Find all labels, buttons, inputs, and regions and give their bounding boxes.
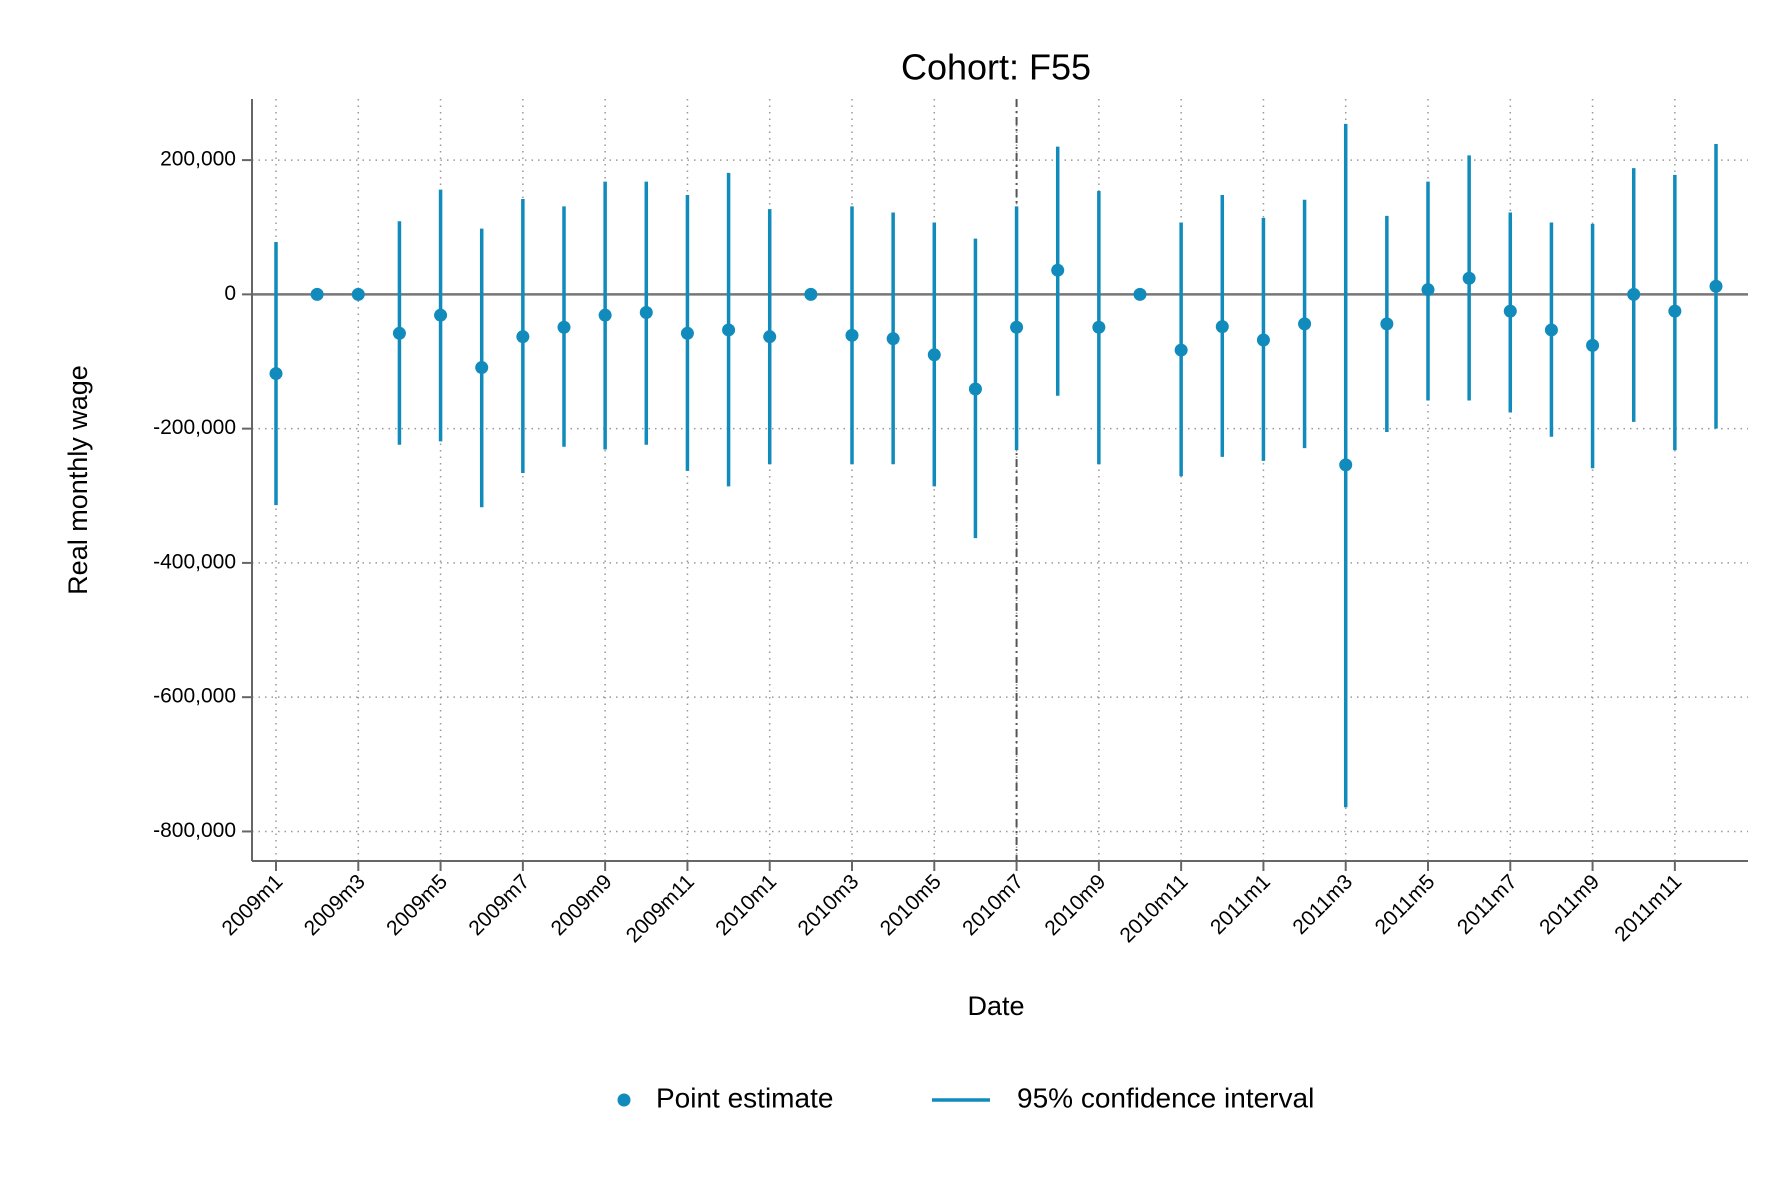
legend-label: 95% confidence interval [1017,1082,1314,1113]
point [639,305,653,319]
point [269,367,283,381]
chart-title: Cohort: F55 [901,47,1091,88]
y-tick-label: -800,000 [153,819,236,842]
point [1339,458,1353,472]
x-tick-label: 2011m3 [1288,870,1357,939]
point [1709,279,1723,293]
point [1668,304,1682,318]
point [1256,333,1270,347]
point [845,328,859,342]
x-tick-label: 2011m1 [1206,870,1275,939]
point [1544,323,1558,337]
x-tick-label: 2010m3 [794,870,864,940]
point [1380,317,1394,331]
legend-label: Point estimate [656,1082,833,1113]
point [475,361,489,375]
point [1215,320,1229,334]
point [351,287,365,301]
point [927,348,941,362]
point [968,382,982,396]
x-tick-label: 2010m1 [711,870,781,940]
point [763,330,777,344]
point [1627,287,1641,301]
y-tick-label: -400,000 [153,550,236,573]
point [1174,343,1188,357]
y-tick-label: 200,000 [160,148,236,171]
point [1010,320,1024,334]
x-tick-label: 2011m7 [1453,870,1522,939]
point [1586,338,1600,352]
point [680,326,694,340]
x-tick-label: 2009m3 [300,870,370,940]
x-tick-label: 2010m11 [1116,870,1193,947]
point [886,332,900,346]
x-tick-label: 2010m7 [958,870,1028,940]
point [434,308,448,322]
y-axis-title: Real monthly wage [63,365,93,595]
point [804,287,818,301]
y-tick-label: -200,000 [153,416,236,439]
x-tick-label: 2011m11 [1610,870,1686,946]
x-tick-label: 2009m5 [382,870,452,940]
y-tick-label: 0 [224,282,236,305]
x-tick-label: 2009m1 [218,870,288,940]
point [1133,287,1147,301]
point [392,326,406,340]
x-tick-label: 2009m7 [464,870,534,940]
x-tick-label: 2011m9 [1535,870,1604,939]
point [1462,271,1476,285]
x-axis-title: Date [967,991,1024,1021]
point [516,330,530,344]
x-tick-label: 2011m5 [1371,870,1440,939]
point [722,323,736,337]
x-tick-label: 2010m9 [1040,870,1110,940]
x-tick-label: 2009m11 [622,870,699,947]
point [557,320,571,334]
legend-marker [617,1093,631,1107]
point [1421,283,1435,297]
point [310,287,324,301]
x-tick-label: 2010m5 [876,870,946,940]
point [1298,317,1312,331]
point [1092,320,1106,334]
point [598,308,612,322]
point [1051,263,1065,277]
point [1503,304,1517,318]
y-tick-label: -600,000 [153,685,236,708]
x-tick-label: 2009m9 [547,870,617,940]
